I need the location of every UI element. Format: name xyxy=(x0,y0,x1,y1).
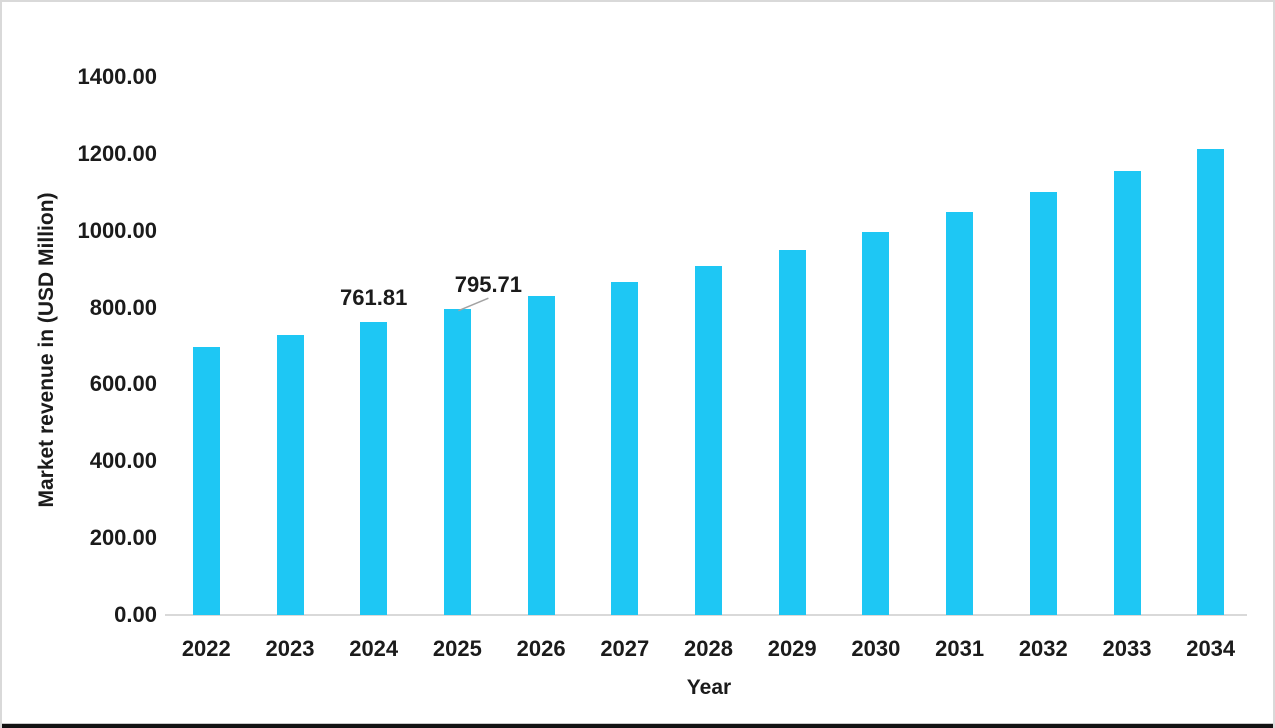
y-tick-label: 800.00 xyxy=(89,294,157,320)
x-tick-label: 2029 xyxy=(767,636,817,661)
x-tick-label: 2033 xyxy=(1102,636,1152,661)
bar-2022 xyxy=(192,346,220,615)
x-tick-label: 2022 xyxy=(181,636,231,661)
x-tick-label: 2025 xyxy=(432,636,482,661)
x-tick-label: 2024 xyxy=(349,636,399,661)
bar-2027 xyxy=(611,281,639,615)
y-tick-label: 200.00 xyxy=(89,525,157,551)
bottom-border xyxy=(2,724,1273,728)
y-tick-label: 1000.00 xyxy=(77,217,157,243)
y-tick-label: 1200.00 xyxy=(77,140,157,166)
x-axis-title: Year xyxy=(686,676,732,699)
data-label-2025: 795.71 xyxy=(454,272,523,298)
x-tick-label: 2031 xyxy=(935,636,985,661)
bar-2033 xyxy=(1113,170,1141,615)
x-tick-label: 2032 xyxy=(1018,636,1068,661)
x-tick-label: 2026 xyxy=(516,636,566,661)
x-tick-label: 2027 xyxy=(600,636,650,661)
bar-2026 xyxy=(527,296,555,615)
x-tick-label: 2023 xyxy=(265,636,315,661)
x-axis-line xyxy=(165,614,1247,616)
x-tick-label: 2028 xyxy=(684,636,733,661)
y-tick-label: 600.00 xyxy=(89,371,157,397)
y-tick-label: 400.00 xyxy=(89,448,157,474)
bar-2034 xyxy=(1197,148,1225,615)
bar-2025 xyxy=(443,309,471,615)
x-tick-label: 2030 xyxy=(851,636,901,661)
bar-2024 xyxy=(360,322,388,615)
bar-2028 xyxy=(695,266,722,615)
bar-2023 xyxy=(276,334,304,615)
x-tick-label: 2034 xyxy=(1186,636,1236,661)
bar-2032 xyxy=(1029,191,1057,615)
y-tick-label: 1400.00 xyxy=(77,64,157,89)
bar-2030 xyxy=(862,231,890,615)
bar-2031 xyxy=(946,212,974,615)
y-tick-label: 0.00 xyxy=(114,602,157,627)
data-label-2024: 761.81 xyxy=(340,285,408,311)
bar-2029 xyxy=(778,249,806,615)
plot-area xyxy=(165,77,1247,616)
bottom-border-line xyxy=(2,723,1273,724)
